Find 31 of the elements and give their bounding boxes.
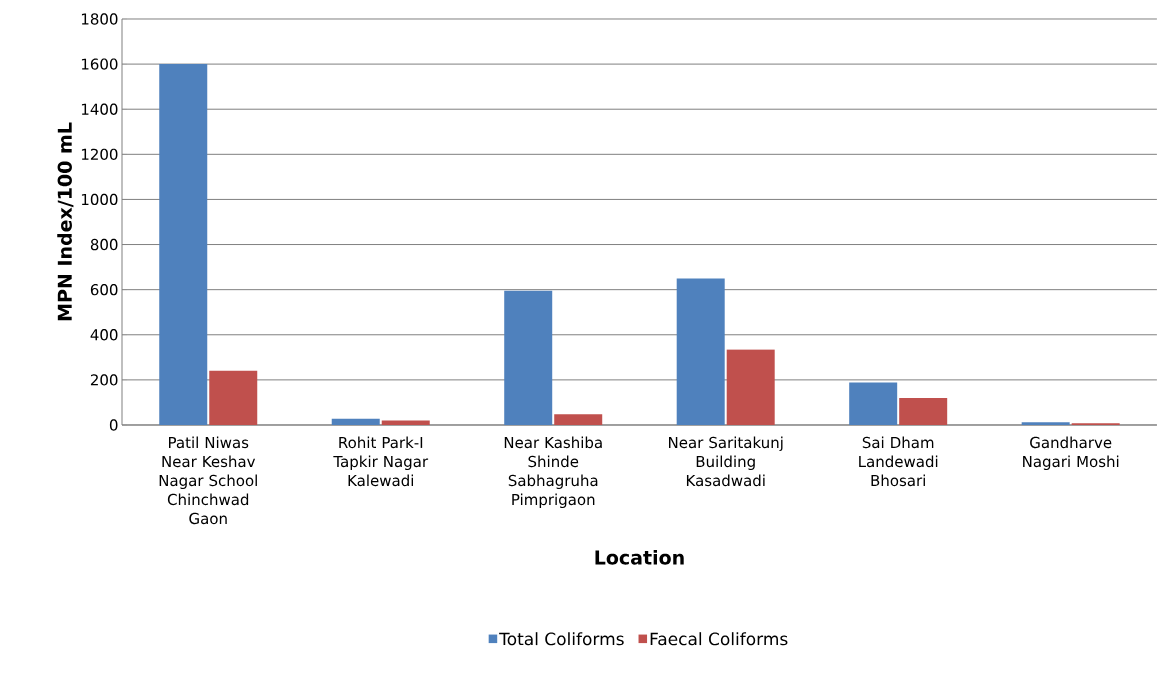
bar [849,382,898,425]
x-tick-label: Patil Niwas Near Keshav Nagar School Chinchwad Gaon [159,436,257,525]
bar [381,420,430,425]
x-tick-label: Near Saritakunj Building Kasadwadi [669,436,783,487]
x-tick-label: Rohit Park-I Tapkir Nagar Kalewadi [333,436,429,487]
y-tick-label: 1600 [81,58,118,70]
y-tick-label: 0 [109,419,118,431]
y-tick-label: 200 [90,374,118,386]
y-axis-title: MPN Index/100 mL [57,122,74,321]
x-tick-label: Near Kashiba Shinde Sabhagruha Pimprigaon [504,436,602,509]
bar [676,278,725,425]
y-tick-label: 800 [90,238,118,251]
y-tick-label: 1800 [81,13,118,25]
y-tick-label: 600 [90,283,118,296]
bar [899,397,948,425]
bar [504,290,553,425]
x-tick-label: Sai Dham Landewadi Bhosari [859,436,938,487]
legend-label: Faecal Coliforms [650,632,788,646]
bar [159,64,208,425]
y-tick-label: 1000 [81,193,118,206]
y-tick-label: 1400 [81,103,118,115]
y-tick-label: 1200 [81,148,118,160]
bar [1021,422,1070,425]
y-tick-label: 400 [90,329,118,341]
bar [554,414,603,425]
bar [209,370,258,425]
legend-label: Total Coliforms [499,632,624,646]
bar [726,349,775,425]
x-tick-label: Gandharve Nagari Moshi [1023,436,1119,471]
x-axis-title: Location [595,550,684,565]
bar [331,418,380,425]
